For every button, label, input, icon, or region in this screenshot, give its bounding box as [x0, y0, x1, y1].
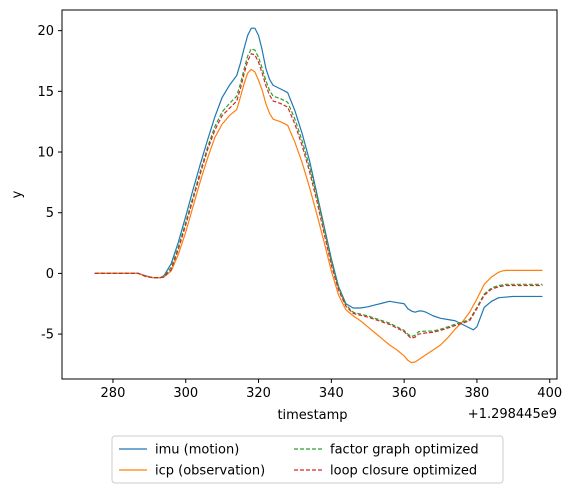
y-tick-label: 10: [37, 146, 54, 161]
x-tick-label: 400: [537, 386, 562, 401]
legend-label: imu (motion): [155, 443, 239, 458]
legend: imu (motion) icp (observation) factor grap…: [111, 435, 504, 484]
series-line-1: [94, 27, 543, 331]
y-tick-label: 20: [37, 24, 54, 39]
series-line-2: [94, 68, 543, 364]
x-tick-label: 380: [465, 386, 490, 401]
x-axis-ticks: 280 300 320 340 360 380 400: [101, 379, 562, 401]
series-layer: [94, 27, 543, 364]
y-tick-label: -5: [41, 328, 54, 343]
x-axis-label: timestamp: [277, 408, 347, 423]
y-axis-ticks: -5 0 5 10 15 20: [37, 24, 62, 343]
x-tick-label: 300: [173, 386, 198, 401]
y-tick-label: 0: [46, 267, 54, 282]
plot-frame: [61, 9, 558, 380]
series-line-4: [94, 53, 543, 339]
y-axis-label: y: [10, 190, 25, 198]
y-tick-label: 15: [37, 85, 54, 100]
x-axis-offset-text: +1.298445e9: [468, 407, 557, 422]
x-tick-label: 320: [246, 386, 271, 401]
x-tick-label: 340: [319, 386, 344, 401]
legend-label: factor graph optimized: [330, 443, 479, 458]
x-tick-label: 280: [101, 386, 126, 401]
x-tick-label: 360: [392, 386, 417, 401]
legend-items: imu (motion) icp (observation) factor grap…: [119, 443, 479, 479]
legend-box: [111, 435, 504, 484]
series-line-3: [94, 48, 543, 338]
legend-label: loop closure optimized: [330, 464, 477, 479]
y-tick-label: 5: [46, 206, 54, 221]
legend-label: icp (observation): [155, 464, 265, 479]
